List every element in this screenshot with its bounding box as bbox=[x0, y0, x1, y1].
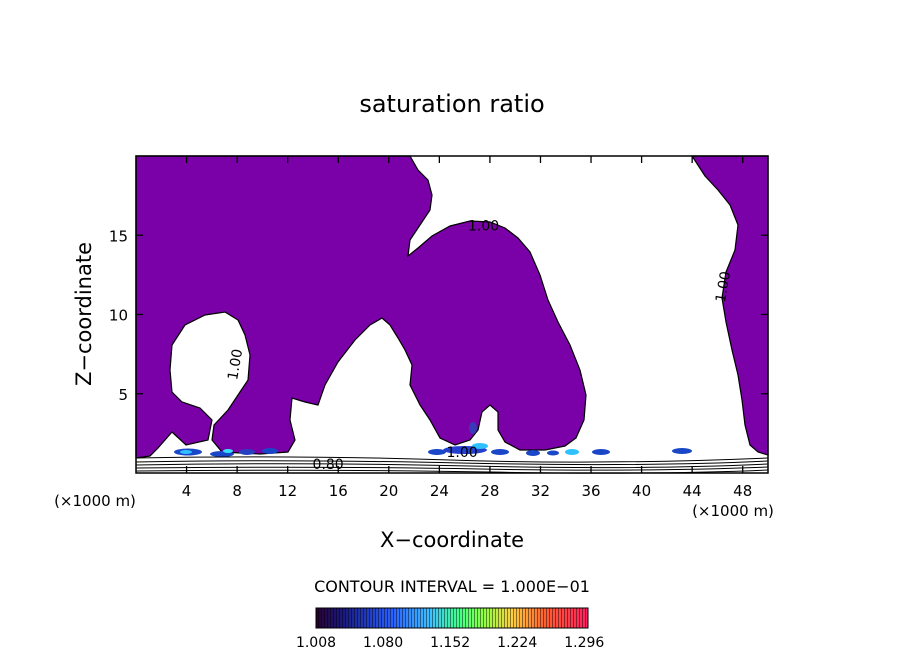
x-tick-label: 12 bbox=[278, 482, 297, 500]
colorbar-tick-label: 1.080 bbox=[363, 635, 403, 651]
y-tick-label: 15 bbox=[109, 227, 128, 245]
y-axis-ticks: 5 10 15 bbox=[109, 227, 768, 404]
x-tick-label: 8 bbox=[232, 482, 242, 500]
contour-label: 1.00 bbox=[468, 218, 499, 234]
x-unit-left: (×1000 m) bbox=[54, 492, 136, 510]
contour-label: 1.00 bbox=[713, 270, 734, 303]
x-tick-label: 24 bbox=[430, 482, 449, 500]
y-tick-label: 5 bbox=[118, 386, 128, 404]
x-unit-right: (×1000 m) bbox=[692, 502, 774, 520]
contour-labels: 1.00 1.00 1.00 1.00 0.80 bbox=[225, 218, 734, 473]
x-tick-label: 28 bbox=[480, 482, 499, 500]
colorbar-tick-label: 1.008 bbox=[296, 635, 336, 651]
colorbar-tick-label: 1.152 bbox=[430, 635, 470, 651]
y-tick-label: 10 bbox=[109, 307, 128, 325]
colorbar-tick-label: 1.224 bbox=[497, 635, 537, 651]
contour-label: 1.00 bbox=[225, 348, 246, 381]
high-ratio-patches bbox=[174, 422, 692, 457]
x-tick-label: 48 bbox=[733, 482, 752, 500]
y-axis-label: Z−coordinate bbox=[72, 242, 96, 386]
x-tick-label: 44 bbox=[683, 482, 702, 500]
colorbar-frame bbox=[315, 607, 589, 629]
colorbar: 1.008 1.080 1.152 1.224 1.296 bbox=[296, 607, 604, 651]
x-tick-label: 16 bbox=[329, 482, 348, 500]
colorbar-stripes bbox=[316, 608, 588, 628]
x-axis-label: X−coordinate bbox=[380, 528, 524, 552]
contour-label: 1.00 bbox=[447, 445, 478, 461]
chart-title: saturation ratio bbox=[359, 90, 544, 118]
plot-area: 1.00 1.00 1.00 1.00 0.80 bbox=[135, 155, 769, 474]
x-axis-ticks: 4 8 12 16 20 24 28 32 36 40 44 48 bbox=[182, 156, 752, 500]
contour-label: 0.80 bbox=[313, 457, 344, 473]
colorbar-labels: 1.008 1.080 1.152 1.224 1.296 bbox=[296, 635, 604, 651]
contour-interval-text: CONTOUR INTERVAL = 1.000E−01 bbox=[314, 577, 590, 596]
x-tick-label: 4 bbox=[182, 482, 192, 500]
fill-region-right bbox=[690, 155, 769, 456]
colorbar-tick-label: 1.296 bbox=[564, 635, 604, 651]
x-tick-label: 36 bbox=[581, 482, 600, 500]
x-tick-label: 32 bbox=[531, 482, 550, 500]
x-tick-label: 20 bbox=[379, 482, 398, 500]
x-tick-label: 40 bbox=[632, 482, 651, 500]
fill-region-main bbox=[135, 155, 587, 459]
